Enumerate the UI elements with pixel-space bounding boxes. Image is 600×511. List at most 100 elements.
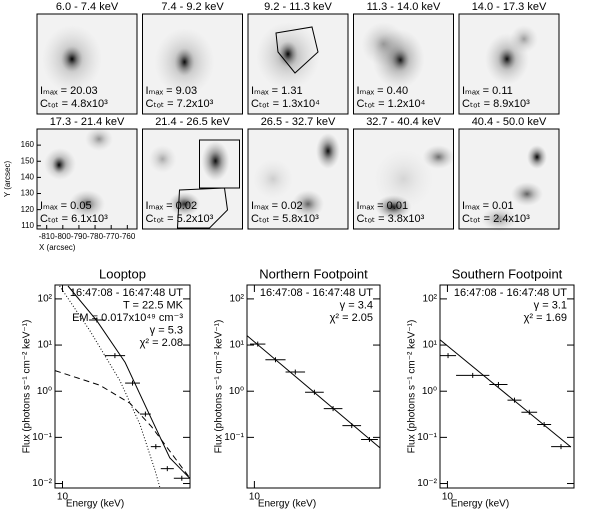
y-tick-label: 10²	[230, 294, 245, 305]
y-tick-label: 10²	[38, 294, 53, 305]
panel-frame	[36, 128, 138, 230]
imax-label: Iₘₐₓ = 0.40	[357, 85, 409, 97]
ctot-label: Cₜₒₜ = 8.9x10³	[462, 98, 530, 110]
fit-line	[439, 339, 572, 448]
annotation: χ² = 1.69	[524, 312, 567, 324]
ctot-label: Cₜₒₜ = 2.4x10³	[462, 213, 530, 225]
energy-label: 14.0 - 17.3 keV	[472, 1, 547, 13]
fit-line	[59, 285, 161, 488]
emission-blob	[527, 145, 547, 169]
ctot-label: Cₜₒₜ = 4.8x10³	[40, 98, 108, 110]
emission-blob	[201, 141, 230, 181]
annotation: χ² = 2.08	[140, 337, 183, 349]
ctot-label: Cₜₒₜ = 5.8x10³	[251, 213, 319, 225]
y-tick-label: 10¹	[423, 340, 438, 351]
energy-label: 26.5 - 32.7 keV	[261, 116, 336, 128]
y-axis-label: Flux (photons s⁻¹ cm⁻² keV⁻¹)	[214, 320, 225, 454]
annotation: γ = 3.4	[340, 299, 373, 311]
x-tick-label: -790	[71, 232, 88, 241]
energy-label: 17.3 - 21.4 keV	[50, 116, 125, 128]
y-tick-label: 120	[21, 205, 35, 214]
x-axis-label: Energy (keV)	[66, 499, 124, 510]
contour-region	[199, 139, 240, 189]
x-tick-label: 10	[442, 492, 454, 503]
panel-frame	[458, 13, 560, 115]
y-tick-label: 10⁰	[37, 386, 52, 397]
imax-label: Iₘₐₓ = 1.31	[251, 85, 303, 97]
x-tick-label: -780	[87, 232, 104, 241]
x-axis-label: X (arcsec)	[39, 243, 76, 252]
y-tick-label: 10⁰	[229, 386, 244, 397]
annotation: 16:47:08 - 16:47:48 UT	[70, 287, 183, 299]
energy-label: 32.7 - 40.4 keV	[366, 116, 441, 128]
emission-blob	[481, 207, 517, 231]
x-axis-label: Energy (keV)	[451, 499, 509, 510]
energy-label: 11.3 - 14.0 keV	[367, 1, 441, 13]
y-tick-label: 10⁻¹	[224, 432, 244, 443]
imax-label: Iₘₐₓ = 20.03	[40, 85, 98, 97]
chart-title: Looptop	[99, 266, 146, 281]
x-axis-label: Energy (keV)	[258, 499, 316, 510]
emission-blob	[292, 190, 324, 218]
panel-frame	[458, 128, 560, 230]
panel-frame	[247, 128, 349, 230]
annotation: χ² = 2.05	[330, 312, 373, 324]
emission-blob	[391, 49, 410, 71]
panel-frame	[353, 128, 454, 230]
emission-blob	[278, 41, 298, 67]
plot-frame	[246, 284, 381, 489]
imax-label: Iₘₐₓ = 0.02	[251, 200, 303, 212]
ctot-label: Cₜₒₜ = 6.1x10³	[40, 213, 108, 225]
annotation: γ = 5.3	[150, 324, 183, 336]
y-tick-label: 110	[21, 221, 34, 230]
x-tick-label: -770	[103, 232, 120, 241]
fit-line	[54, 370, 191, 479]
panel-frame	[142, 128, 243, 230]
y-tick-label: 10¹	[38, 340, 53, 351]
x-tick-label: 10	[249, 492, 261, 503]
emission-blob	[61, 46, 83, 72]
energy-label: 7.4 - 9.2 keV	[161, 1, 224, 13]
chart-title: Northern Footpoint	[259, 266, 368, 281]
annotation: 16:47:08 - 16:47:48 UT	[454, 287, 567, 299]
y-tick-label: 10⁻²	[32, 478, 52, 489]
x-tick-label: -800	[55, 232, 72, 241]
imax-label: Iₘₐₓ = 0.05	[40, 200, 92, 212]
ctot-label: Cₜₒₜ = 1.3x10⁴	[251, 98, 320, 110]
annotation: EM = 0.017x10⁴⁹ cm⁻³	[72, 312, 183, 324]
fit-line	[246, 335, 381, 449]
y-tick-label: 10⁻²	[417, 478, 437, 489]
imax-label: Iₘₐₓ = 9.03	[146, 85, 198, 97]
ctot-label: Cₜₒₜ = 3.8x10³	[357, 213, 425, 225]
ctot-label: Cₜₒₜ = 7.2x10³	[146, 98, 214, 110]
imax-label: Iₘₐₓ = 0.01	[357, 200, 409, 212]
x-tick-label: -810	[39, 232, 56, 241]
emission-blob	[316, 133, 340, 169]
fit-line	[67, 285, 191, 479]
x-tick-label: -760	[119, 232, 136, 241]
imax-label: Iₘₐₓ = 0.11	[462, 85, 513, 97]
y-tick-label: 10⁻¹	[417, 432, 437, 443]
emission-blob	[52, 156, 66, 174]
ctot-label: Cₜₒₜ = 5.2x10³	[146, 213, 214, 225]
imax-label: Iₘₐₓ = 0.02	[146, 200, 198, 212]
y-tick-label: 10¹	[230, 340, 245, 351]
imax-label: Iₘₐₓ = 0.01	[462, 200, 514, 212]
ctot-label: Cₜₒₜ = 1.2x10⁴	[357, 98, 426, 110]
emission-blob	[511, 182, 543, 206]
emission-blob	[422, 145, 455, 169]
emission-blob	[85, 127, 113, 151]
annotation: T = 22.5 MK	[123, 299, 184, 311]
y-tick-label: 10⁰	[422, 386, 437, 397]
energy-label: 9.2 - 11.3 keV	[264, 1, 332, 13]
chart-title: Southern Footpoint	[452, 266, 563, 281]
y-tick-label: 130	[21, 189, 35, 198]
